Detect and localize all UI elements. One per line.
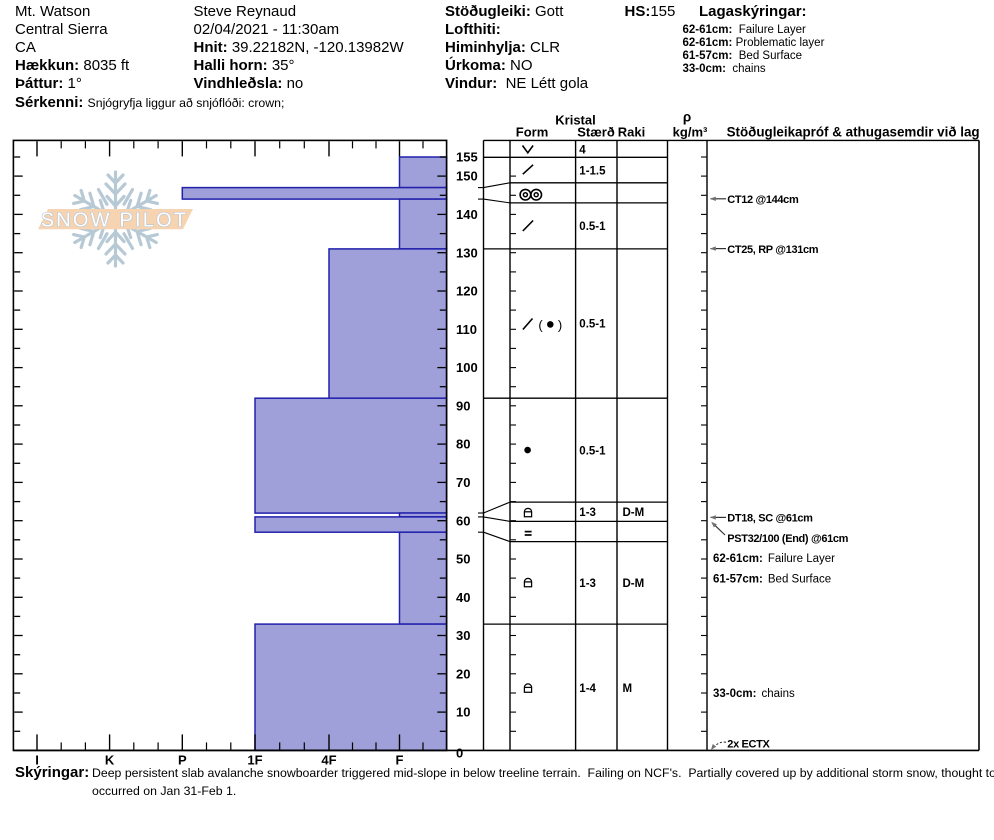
svg-text:1-4: 1-4: [579, 683, 596, 695]
svg-text:2x ECTX: 2x ECTX: [727, 739, 770, 751]
svg-text:D-M: D-M: [623, 578, 645, 590]
svg-text:70: 70: [456, 475, 470, 490]
svg-text:1-1.5: 1-1.5: [579, 165, 606, 177]
svg-text:P: P: [178, 753, 187, 768]
svg-text:4: 4: [579, 144, 586, 156]
svg-text:50: 50: [456, 552, 470, 567]
svg-text:90: 90: [456, 398, 470, 413]
svg-text:40: 40: [456, 590, 470, 605]
svg-text:10: 10: [456, 705, 470, 720]
svg-text:130: 130: [456, 245, 478, 260]
svg-text:100: 100: [456, 360, 478, 375]
svg-text:1-3: 1-3: [579, 507, 596, 519]
svg-text:0.5-1: 0.5-1: [579, 319, 606, 331]
svg-text:110: 110: [456, 322, 477, 337]
svg-text:CT12 @144cm: CT12 @144cm: [727, 194, 799, 206]
svg-text:0.5-1: 0.5-1: [579, 221, 606, 233]
svg-text:DT18, SC @61cm: DT18, SC @61cm: [727, 513, 813, 525]
svg-text:33-0cm:chains: 33-0cm: chains: [713, 688, 795, 700]
svg-text:155: 155: [456, 150, 478, 165]
svg-text:I: I: [35, 753, 39, 768]
svg-text:1F: 1F: [247, 753, 262, 768]
svg-text:4F: 4F: [321, 753, 336, 768]
svg-text:(: (: [538, 317, 543, 332]
svg-text:F: F: [396, 753, 404, 768]
svg-text:0.5-1: 0.5-1: [579, 445, 606, 457]
svg-text:PST32/100 (End) @61cm: PST32/100 (End) @61cm: [727, 533, 848, 545]
svg-text:D-M: D-M: [623, 507, 645, 519]
svg-text:Kristal: Kristal: [555, 112, 595, 127]
svg-text:Stærð: Stærð: [577, 125, 615, 140]
svg-text:140: 140: [456, 207, 478, 222]
svg-text:20: 20: [456, 666, 470, 681]
svg-text:M: M: [623, 683, 633, 695]
svg-text:Stöðugleikapróf & athugasemdir: Stöðugleikapróf & athugasemdir við lag: [727, 125, 980, 140]
svg-text:SNOW PILOT: SNOW PILOT: [41, 209, 189, 231]
svg-text:Raki: Raki: [618, 125, 645, 140]
svg-text:CT25, RP @131cm: CT25, RP @131cm: [727, 244, 818, 256]
svg-text:0: 0: [456, 746, 463, 761]
svg-text:62-61cm:Failure Layer: 62-61cm: Failure Layer: [713, 553, 835, 565]
svg-text:kg/m³: kg/m³: [673, 125, 708, 140]
svg-text:61-57cm:Bed Surface: 61-57cm: Bed Surface: [713, 573, 831, 585]
svg-text:30: 30: [456, 628, 470, 643]
svg-text:ρ: ρ: [683, 110, 691, 125]
svg-text:): ): [558, 317, 562, 332]
svg-text:60: 60: [456, 513, 470, 528]
svg-text:120: 120: [456, 284, 478, 299]
svg-text:1-3: 1-3: [579, 578, 596, 590]
svg-text:150: 150: [456, 169, 478, 184]
svg-text:K: K: [105, 753, 115, 768]
svg-text:80: 80: [456, 437, 470, 452]
svg-text:Form: Form: [516, 125, 549, 140]
